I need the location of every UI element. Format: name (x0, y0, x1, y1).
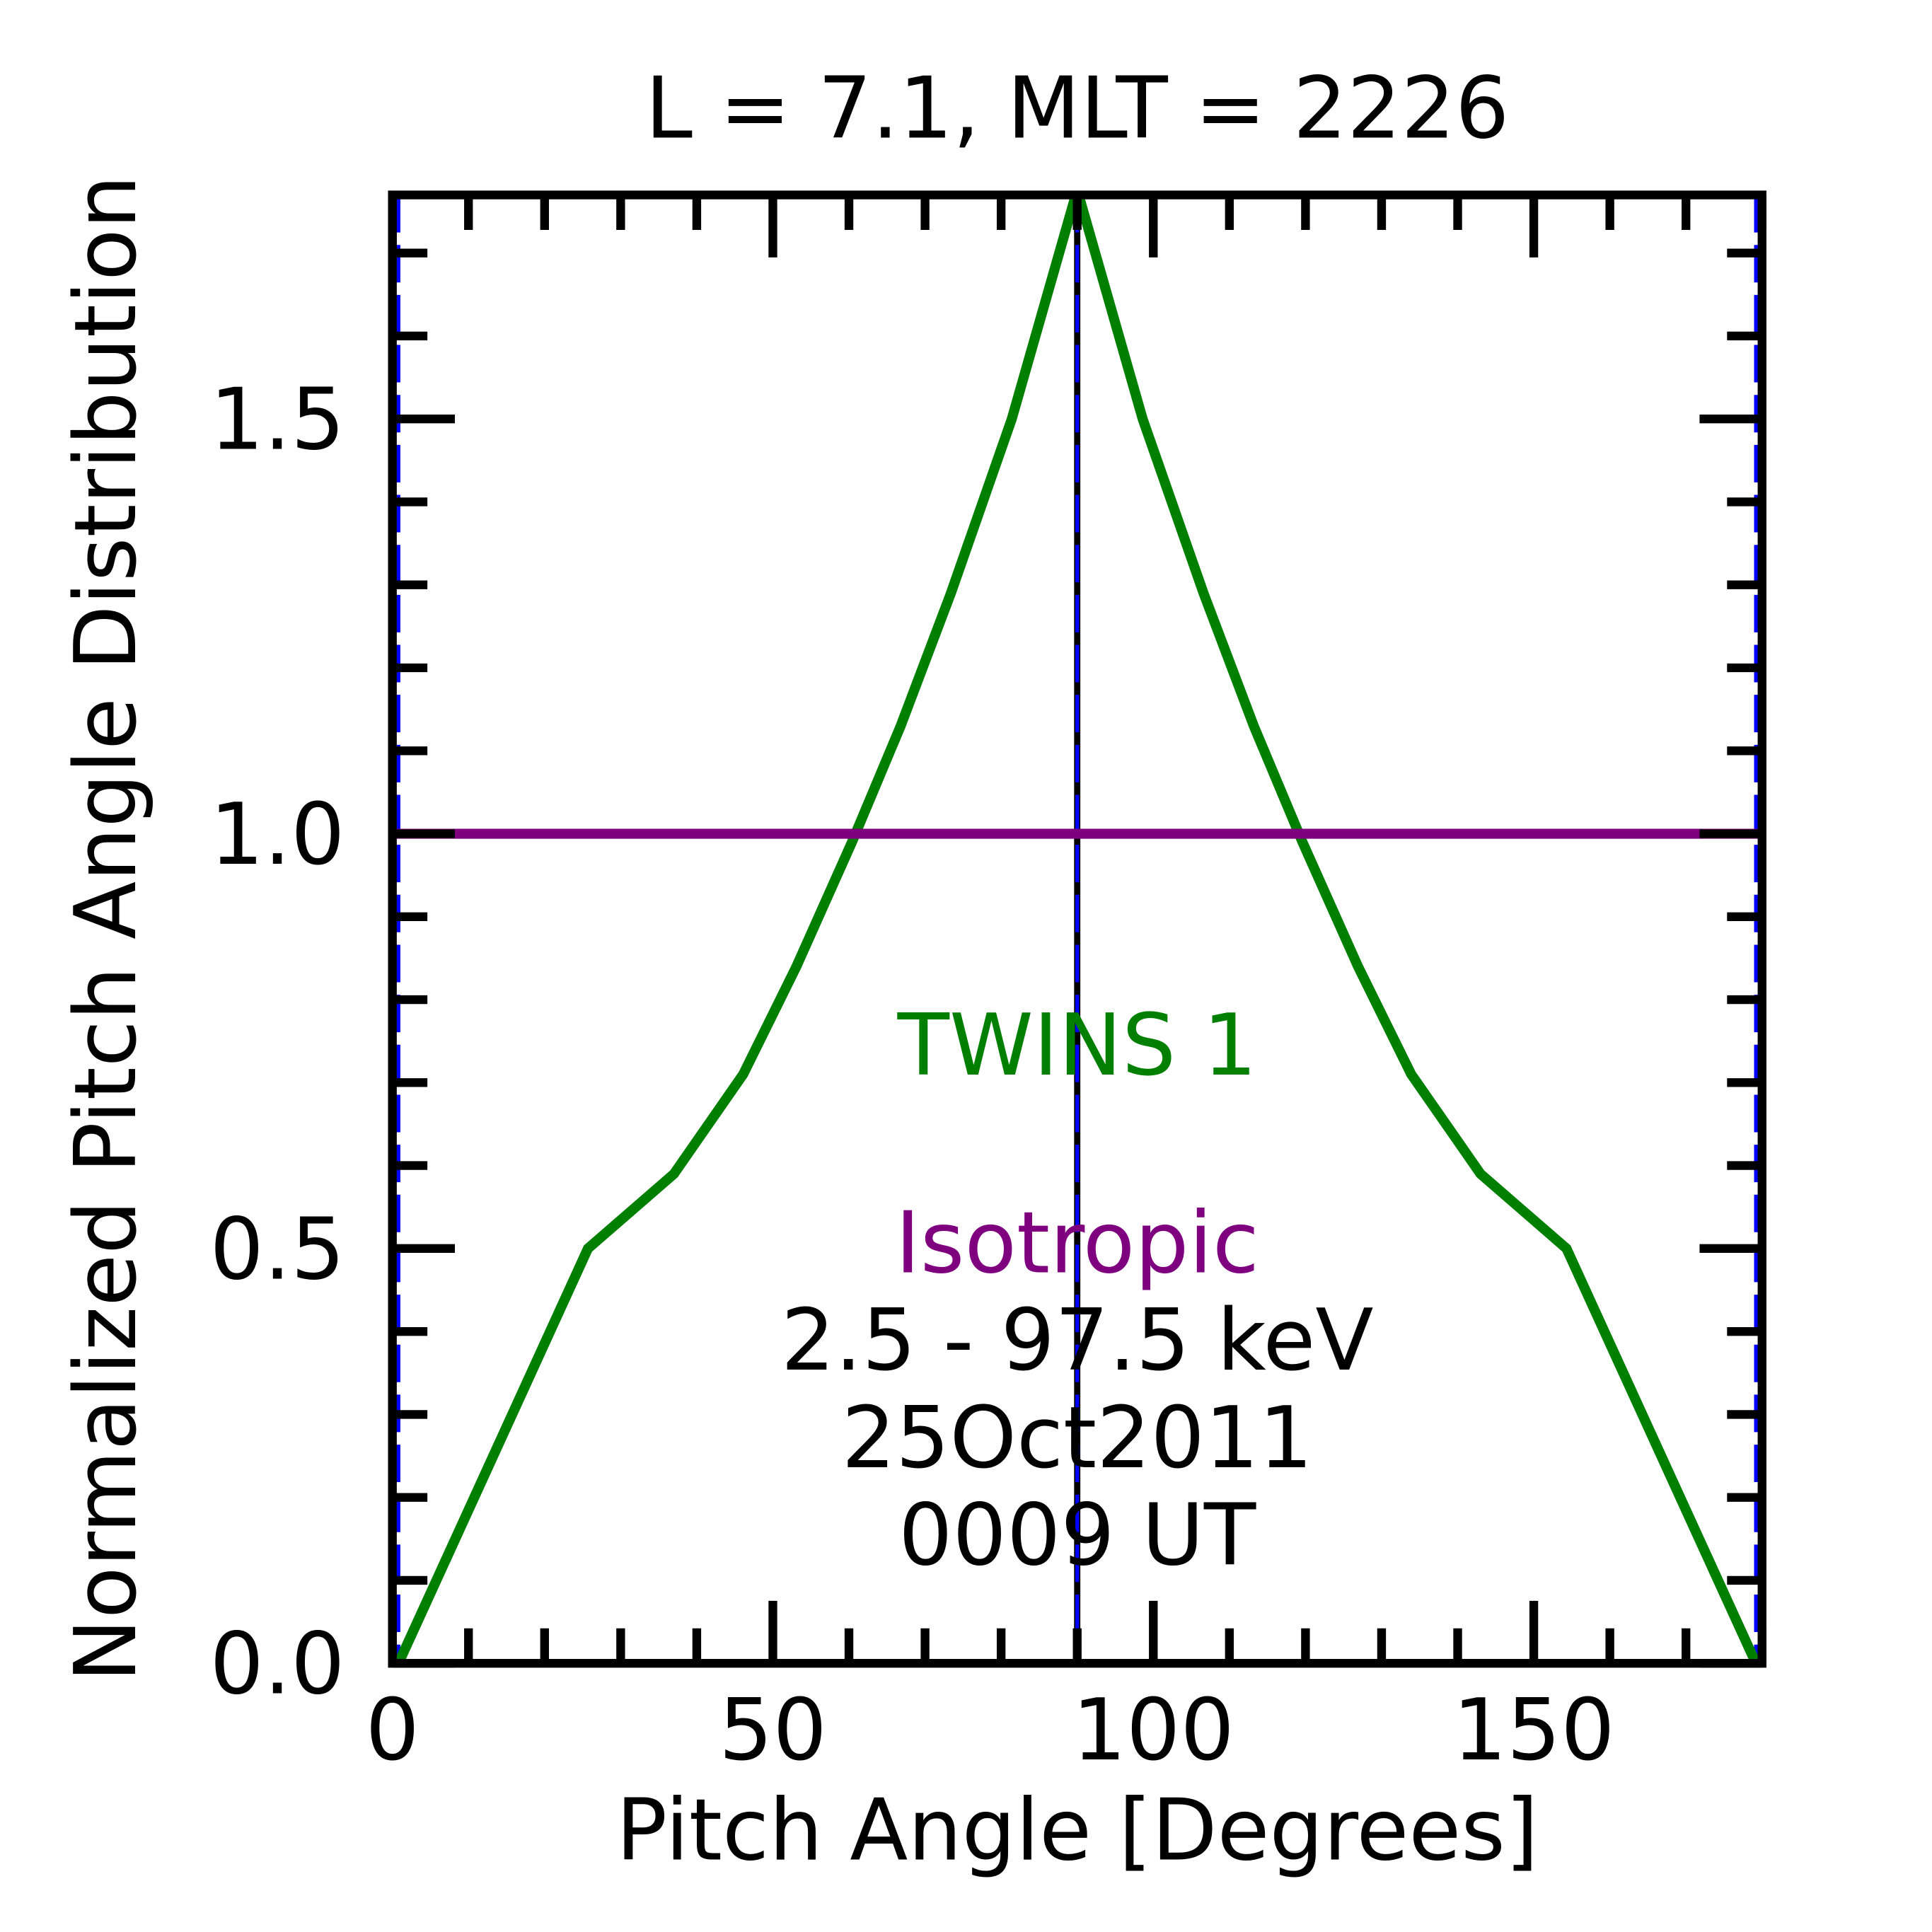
legend-twins: TWINS 1 (897, 997, 1257, 1095)
x-tick-label: 100 (1072, 1682, 1234, 1780)
y-axis-label: Normalized Pitch Angle Distribution (57, 175, 156, 1682)
x-tick-label: 50 (719, 1682, 827, 1780)
legend-isotropic: Isotropic (895, 1194, 1259, 1292)
y-tick-label: 1.0 (210, 786, 345, 884)
date-label: 25Oct2011 (842, 1389, 1313, 1488)
y-tick-label: 1.5 (210, 371, 345, 470)
x-axis-label: Pitch Angle [Degrees] (616, 1782, 1539, 1880)
time-label: 0009 UT (898, 1487, 1256, 1585)
x-tick-label: 0 (365, 1682, 419, 1780)
y-tick-label: 0.5 (210, 1201, 345, 1299)
x-tick-label: 150 (1452, 1682, 1614, 1780)
axis-ticks: 0 50 100 150 0.0 0.5 1.0 1.5 (210, 195, 1766, 1780)
axes-frame (388, 190, 1766, 1668)
y-tick-label: 0.0 (210, 1616, 345, 1714)
energy-range: 2.5 - 97.5 keV (781, 1292, 1374, 1390)
chart-title: L = 7.1, MLT = 2226 (645, 59, 1509, 158)
